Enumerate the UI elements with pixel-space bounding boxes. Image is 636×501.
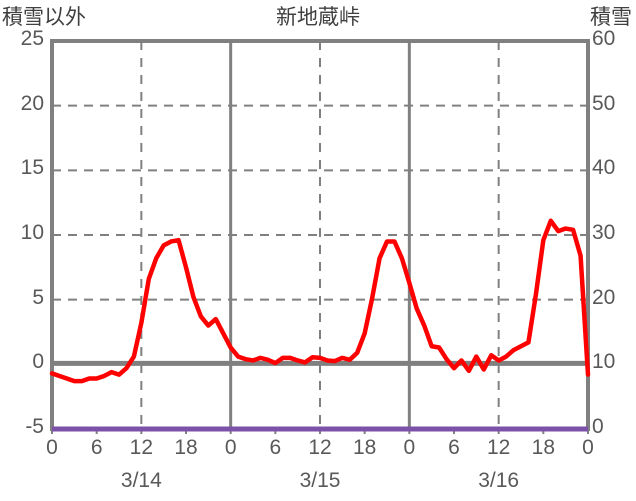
xtick-54: 6 [448,436,460,459]
right-ytick-20: 20 [592,285,616,309]
xtick-48: 0 [403,436,416,459]
xtick-42: 18 [352,436,377,459]
xtick-12: 12 [129,436,153,459]
right-ytick-0: 0 [592,415,604,438]
right-ytick-60: 60 [592,27,616,50]
xtick-30: 6 [269,436,282,459]
xtick-24: 0 [224,436,237,459]
xtick-72: 0 [582,436,594,459]
left-ytick-10: 10 [20,221,44,244]
xtick-60: 12 [486,436,511,459]
right-ytick-40: 40 [592,156,616,180]
xtick-36: 12 [308,436,332,459]
right-ytick-30: 30 [592,221,616,244]
left-ytick-5: 5 [32,285,44,309]
xtick-0: 0 [46,436,58,459]
series-line-other-than-snow [49,218,591,384]
day-label-3-14: 3/14 [120,469,162,492]
day-label-3-15: 3/15 [299,469,341,492]
left-ytick-0: 0 [32,350,44,374]
right-axis-title: 積雪 [590,6,632,29]
left-ytick--5: -5 [25,415,44,438]
xtick-6: 6 [90,436,103,459]
left-ytick-15: 15 [20,156,44,180]
left-ytick-25: 25 [20,27,44,50]
chart-title: 新地蔵峠 [276,6,360,29]
left-ytick-20: 20 [20,91,44,115]
left-axis-title: 積雪以外 [2,6,86,29]
right-ytick-50: 50 [592,91,616,115]
right-ytick-10: 10 [592,350,616,374]
xtick-66: 18 [531,436,555,459]
xtick-18: 18 [174,436,198,459]
day-label-3-16: 3/16 [478,469,520,492]
